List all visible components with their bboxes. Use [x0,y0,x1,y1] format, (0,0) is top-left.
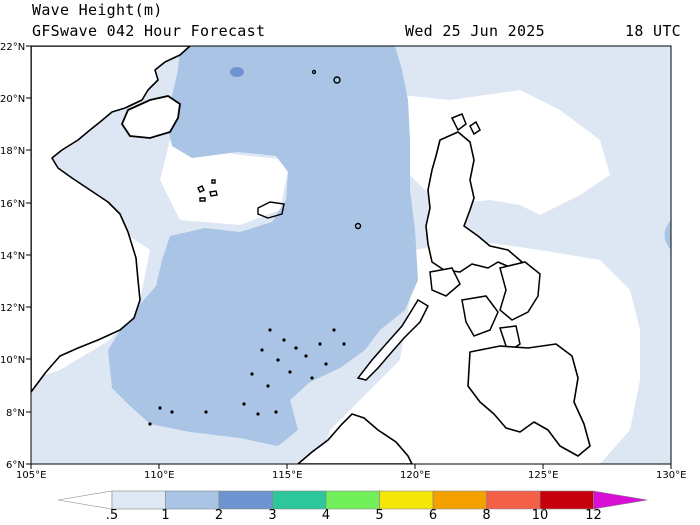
lat-label-10: 10°N [0,355,25,366]
lon-label-110: 110°E [144,470,174,481]
colorbar-label: 6 [428,508,438,523]
lon-label-130: 130°E [656,470,686,481]
colorbar-segment [432,490,487,510]
lat-label-18: 18°N [0,146,25,157]
samar-leyte-islands [499,261,541,321]
lat-label-20: 20°N [0,94,25,105]
colorbar-segment [218,490,273,510]
lat-label-14: 14°N [0,251,25,262]
taiwan-coast [450,113,481,136]
colorbar-segment [272,490,327,510]
colorbar-label: 12 [585,508,602,523]
lat-label-16: 16°N [0,199,25,210]
forecast-date: Wed 25 Jun 2025 [405,22,545,40]
colorbar-label: 5 [375,508,384,523]
lon-label-105: 105°E [16,470,46,481]
lat-label-22: 22°N [0,42,25,53]
mindanao-island [467,343,591,457]
map-title: Wave Height(m) [32,1,163,19]
colorbar-label: 1 [161,508,170,523]
colorbar-label: 2 [214,508,224,523]
forecast-subtitle: GFSwave 042 Hour Forecast [32,22,266,40]
colorbar-label: 3 [268,508,277,523]
wave-2-3m-speck [230,67,244,77]
colorbar-segment [165,490,220,510]
colorbar-label: 10 [531,508,549,523]
wave-1-2m-region [108,46,418,446]
lat-label-6: 6°N [6,460,25,471]
lat-label-12: 12°N [0,303,25,314]
colorbar-segment [539,490,594,510]
paracel-islands [197,69,362,230]
colorbar-arrow-high [593,490,648,510]
colorbar-segment [486,490,541,510]
lon-label-125: 125°E [528,470,558,481]
luzon-island [425,131,523,273]
axis-ticks [26,45,672,469]
calm-water-region [160,140,290,225]
lon-label-115: 115°E [272,470,302,481]
wave-height-colorbar [57,490,648,510]
forecast-time: 18 UTC [625,22,681,40]
palawan-island [356,298,429,381]
borneo-coast [296,413,413,464]
lat-label-8: 8°N [6,408,25,419]
map-edge-bar [672,46,680,464]
colorbar-label: 8 [482,508,491,523]
colorbar-segment [111,490,166,510]
colorbar-arrow-low [57,490,113,510]
colorbar-label: 4 [321,508,331,523]
colorbar-segment [379,490,434,510]
colorbar-label: .5 [105,508,119,523]
mainland-coast [31,46,191,393]
panay-negros-cebu-islands [461,295,521,354]
spratly-islands [148,328,346,426]
lon-label-120: 120°E [400,470,430,481]
colorbar-segment [325,490,380,510]
hainan-island [120,95,181,139]
wave-1-2m-region [664,220,671,250]
mindoro-island [429,267,461,297]
